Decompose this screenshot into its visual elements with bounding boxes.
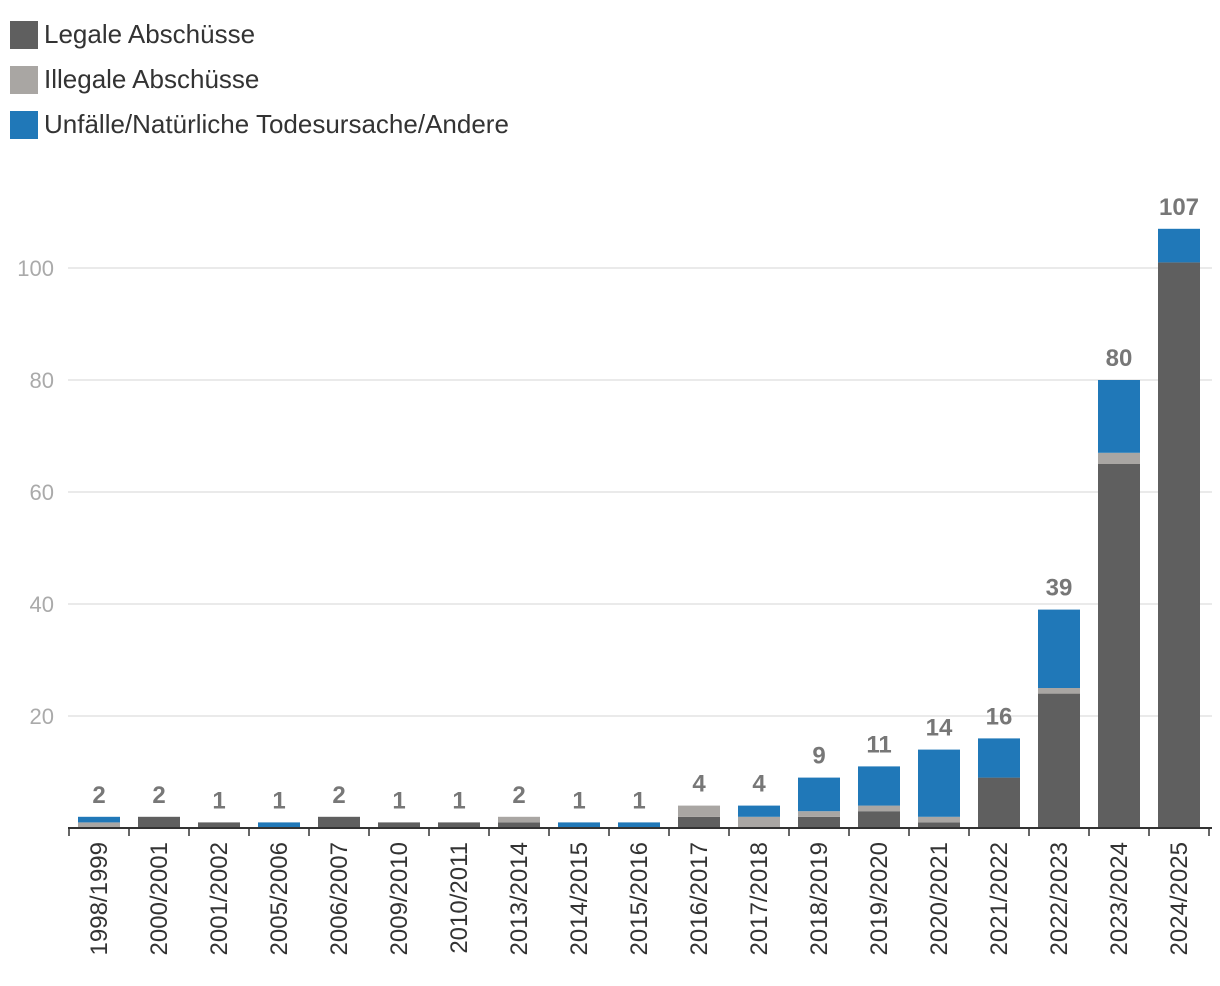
x-tick-label-1: 2000/2001 [146,842,173,955]
x-tick-label-10: 2016/2017 [686,842,713,955]
bar-segment-2-12 [798,777,840,812]
bar-segment-0-1 [138,816,180,828]
bar-segment-0-14 [918,822,960,828]
total-label-3: 1 [272,787,285,814]
total-label-17: 80 [1106,345,1133,372]
total-label-8: 1 [572,787,585,814]
total-label-1: 2 [152,782,165,809]
x-tick-label-7: 2013/2014 [506,842,533,955]
bar-segment-2-11 [738,805,780,817]
legend: Legale Abschüsse Illegale Abschüsse Unfä… [10,12,509,147]
x-tick-label-18: 2024/2025 [1166,842,1193,955]
y-tick-label-40: 40 [30,592,54,617]
bar-segment-2-15 [978,738,1020,778]
y-tick-label-80: 80 [30,368,54,393]
legend-swatch-illegal [10,65,38,94]
bar-segment-2-16 [1038,609,1080,688]
x-tick-label-0: 1998/1999 [86,842,113,955]
bar-segment-1-10 [678,805,720,817]
bar-segment-1-17 [1098,452,1140,464]
bar-segment-1-14 [918,816,960,823]
legend-swatch-legal [10,20,38,49]
total-label-6: 1 [452,787,465,814]
bar-segment-2-17 [1098,380,1140,453]
bar-segment-0-13 [858,811,900,828]
legend-label-legal: Legale Abschüsse [44,19,256,49]
bar-segment-0-12 [798,816,840,828]
y-tick-label-100: 100 [17,256,54,281]
bar-segment-0-17 [1098,464,1140,828]
y-tick-label-60: 60 [30,480,54,505]
x-tick-label-12: 2018/2019 [806,842,833,955]
bar-segment-0-4 [318,816,360,828]
x-tick-label-11: 2017/2018 [746,842,773,955]
total-label-10: 4 [692,771,706,798]
total-label-13: 11 [866,731,891,758]
total-label-0: 2 [92,782,105,809]
total-label-5: 1 [392,787,405,814]
bar-segment-2-3 [258,822,300,828]
total-label-15: 16 [986,703,1013,730]
bar-segment-1-16 [1038,688,1080,694]
bar-segment-2-0 [78,816,120,823]
bar-segment-2-13 [858,766,900,806]
bar-segment-0-6 [438,822,480,828]
total-label-7: 2 [512,782,525,809]
bar-segment-1-0 [78,822,120,828]
legend-item-other: Unfälle/Natürliche Todesursache/Andere [10,102,509,147]
legend-label-illegal: Illegale Abschüsse [44,64,260,94]
bar-segment-2-9 [618,822,660,828]
bar-segment-1-7 [498,816,540,823]
bar-segment-1-13 [858,805,900,812]
total-label-2: 1 [212,787,225,814]
legend-swatch-other [10,110,38,139]
bar-segment-2-8 [558,822,600,828]
x-tick-label-6: 2010/2011 [446,842,473,954]
x-tick-label-8: 2014/2015 [566,842,593,955]
total-label-9: 1 [632,787,645,814]
x-tick-label-4: 2006/2007 [326,842,353,955]
bar-segment-2-18 [1158,228,1200,263]
x-tick-label-13: 2019/2020 [866,842,893,955]
x-tick-label-15: 2021/2022 [986,842,1013,955]
legend-item-legal: Legale Abschüsse [10,12,509,57]
x-tick-label-14: 2020/2021 [926,842,953,955]
x-tick-label-9: 2015/2016 [626,842,653,955]
bar-segment-0-2 [198,822,240,828]
bar-segment-0-16 [1038,693,1080,828]
bar-segment-2-14 [918,749,960,817]
bar-segment-0-15 [978,777,1020,828]
total-label-14: 14 [926,715,953,742]
bar-segment-0-18 [1158,262,1200,828]
legend-label-other: Unfälle/Natürliche Todesursache/Andere [44,109,509,139]
x-tick-label-3: 2005/2006 [266,842,293,955]
total-label-4: 2 [332,782,345,809]
bar-segment-0-7 [498,822,540,828]
x-tick-label-2: 2001/2002 [206,842,233,955]
total-label-12: 9 [812,743,825,770]
x-tick-label-17: 2023/2024 [1106,842,1133,955]
bar-segment-0-5 [378,822,420,828]
total-label-11: 4 [752,771,766,798]
x-tick-label-5: 2009/2010 [386,842,413,955]
legend-item-illegal: Illegale Abschüsse [10,57,509,102]
y-tick-label-20: 20 [30,704,54,729]
x-tick-label-16: 2022/2023 [1046,842,1073,955]
bar-segment-0-10 [678,816,720,828]
total-label-16: 39 [1046,575,1073,602]
bar-segment-1-12 [798,811,840,817]
bar-segment-1-11 [738,816,780,828]
total-label-18: 107 [1159,194,1199,221]
